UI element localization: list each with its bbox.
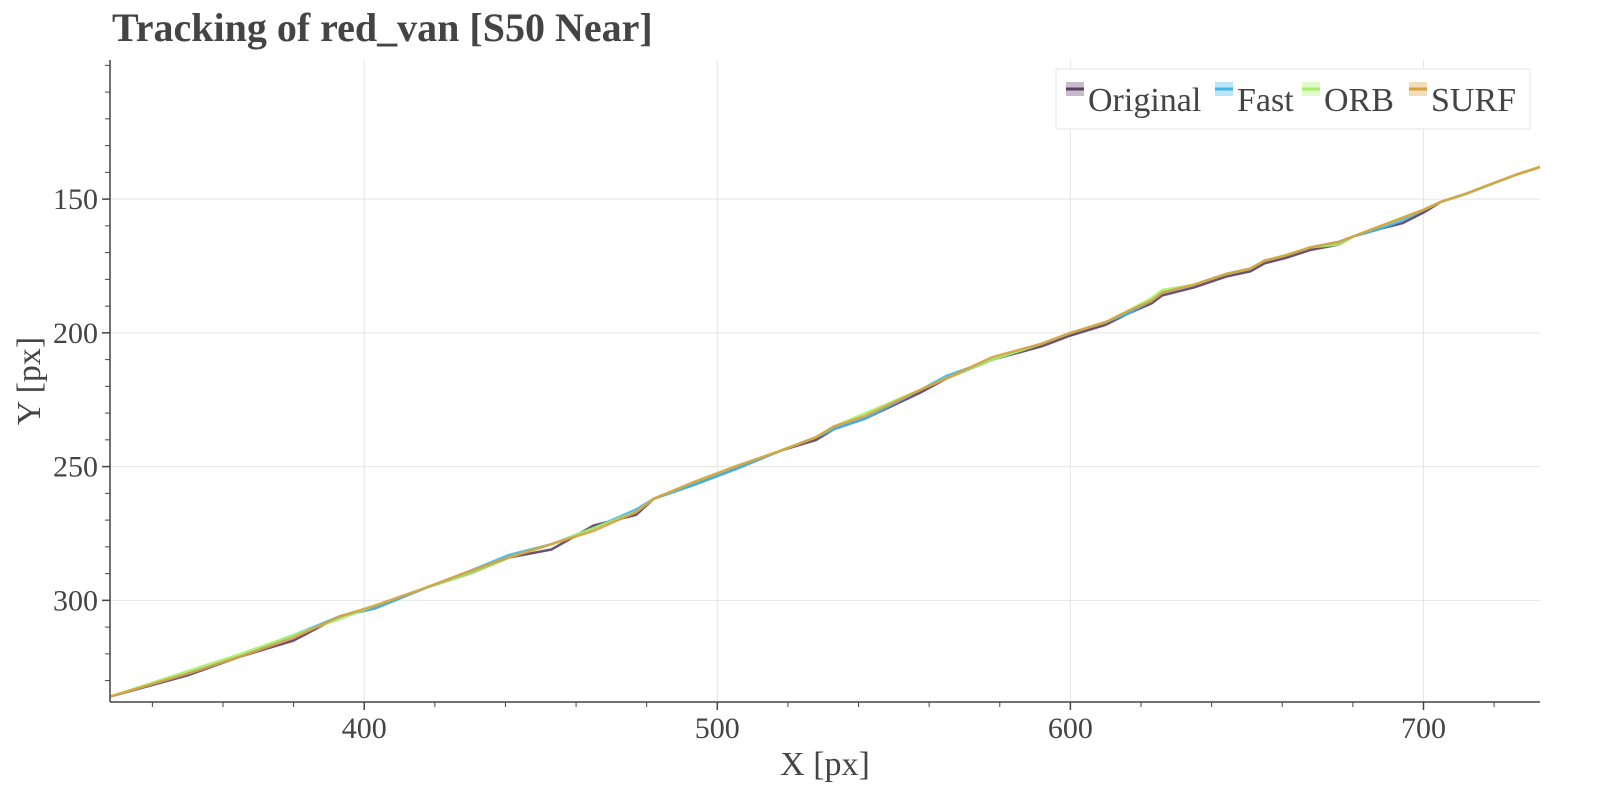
chart-title: Tracking of red_van [S50 Near] [112, 5, 653, 50]
axes [109, 60, 1540, 703]
y-axis-title: Y [px] [11, 337, 48, 425]
x-tick-label: 400 [342, 712, 387, 745]
legend-label: SURF [1431, 82, 1516, 119]
x-axis-title: X [px] [780, 746, 870, 783]
series-line-surf [110, 165, 1540, 698]
legend-label: Original [1088, 82, 1201, 119]
y-tick-label: 150 [53, 183, 98, 216]
legend: Original Fast ORB SURF [1055, 68, 1531, 130]
grid-lines [110, 60, 1540, 702]
legend-box [1055, 68, 1531, 130]
x-tick-label: 500 [695, 712, 740, 745]
legend-label: ORB [1324, 82, 1394, 119]
ticks: 400 500 600 700 150 200 250 300 [53, 64, 1495, 745]
series-lines [110, 165, 1540, 698]
y-tick-label: 300 [53, 584, 98, 617]
legend-label: Fast [1237, 82, 1294, 119]
y-tick-label: 250 [53, 451, 98, 484]
x-tick-label: 700 [1401, 712, 1446, 745]
y-tick-label: 200 [53, 317, 98, 350]
x-tick-label: 600 [1048, 712, 1093, 745]
